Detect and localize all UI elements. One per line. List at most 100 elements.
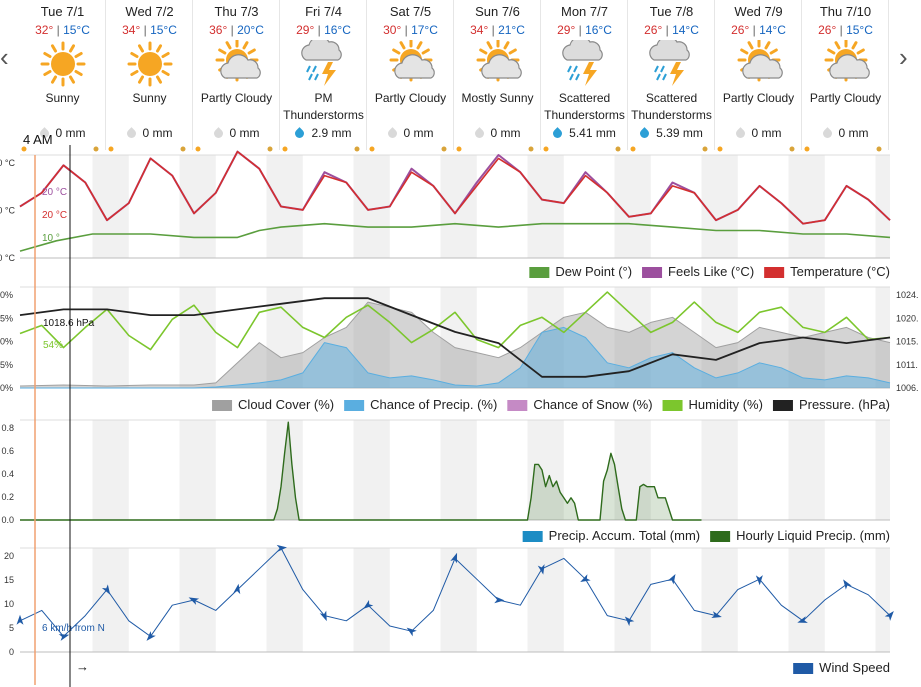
y-tick-label: 0 xyxy=(9,647,14,657)
y-tick-label: 30 °C xyxy=(0,158,15,168)
wind-direction-arrow xyxy=(755,575,763,586)
wind-direction-arrow xyxy=(843,579,852,590)
day-condition: Partly Cloudy xyxy=(368,90,453,107)
y-tick-label: 0% xyxy=(0,383,13,393)
low-temp: 15°C xyxy=(846,23,873,37)
day-column[interactable]: Tue 7/1 32° | 15°C Sunny 0 mm xyxy=(20,0,106,150)
night-band xyxy=(440,155,477,258)
y-tick-label: 0.6 xyxy=(1,446,14,456)
y-tick-label: 0.2 xyxy=(1,492,14,502)
feels-like-readout: 20 °C xyxy=(42,187,67,198)
wind-direction-arrow xyxy=(884,611,894,621)
day-column[interactable]: Tue 7/8 26° | 14°C Scattered Thunderstorm… xyxy=(629,0,715,150)
precip-amount: 2.9 mm xyxy=(311,126,352,140)
night-band xyxy=(179,420,216,520)
sunrise-marker xyxy=(543,146,549,152)
low-temp: 17°C xyxy=(411,23,438,37)
legend-swatch xyxy=(710,531,731,542)
day-condition: Partly Cloudy xyxy=(194,90,279,107)
precip-amount: 0 mm xyxy=(403,126,434,140)
day-precip: 0 mm xyxy=(107,126,192,140)
legend-swatch xyxy=(793,663,814,674)
sunset-marker xyxy=(267,146,273,152)
legend-label: Temperature (°C) xyxy=(790,264,890,279)
night-band xyxy=(179,548,216,652)
night-band xyxy=(440,548,477,652)
y-tick-label: 50% xyxy=(0,337,13,347)
day-precip: 0 mm xyxy=(368,126,453,140)
low-temp: 16°C xyxy=(324,23,351,37)
day-precip: 0 mm xyxy=(455,126,540,140)
precip-amount: 5.41 mm xyxy=(569,126,616,140)
hourly-liquid-precip-line xyxy=(20,421,702,521)
wind-direction-arrow xyxy=(537,564,545,575)
y-tick-label: 0.8 xyxy=(1,423,14,433)
condition-line: Scattered xyxy=(558,91,611,105)
wind-direction-arrow xyxy=(580,574,591,583)
sunrise-marker xyxy=(21,146,27,152)
wind-direction-arrow xyxy=(16,614,24,625)
day-column[interactable]: Wed 7/9 26° | 14°C Partly Cloudy 0 mm xyxy=(716,0,802,150)
night-band xyxy=(788,155,825,258)
sunny-icon xyxy=(124,40,176,88)
night-band xyxy=(701,420,738,520)
wind-direction-arrow xyxy=(363,599,374,609)
legend-swatch xyxy=(764,267,785,278)
day-condition: PM Thunderstorms xyxy=(281,90,366,124)
cursor-arrow-icon: → xyxy=(76,659,89,674)
legend-label: Cloud Cover (%) xyxy=(238,397,334,412)
partly-cloudy-icon xyxy=(472,38,524,88)
cursor-time-label: 4 AM xyxy=(23,132,53,147)
day-precip: 5.41 mm xyxy=(542,126,627,140)
day-condition: Mostly Sunny xyxy=(455,90,540,107)
day-column[interactable]: Sat 7/5 30° | 17°C Partly Cloudy 0 mm xyxy=(368,0,454,150)
wind-direction-arrow xyxy=(58,634,70,641)
day-column[interactable]: Sun 7/6 34° | 21°C Mostly Sunny 0 mm xyxy=(455,0,541,150)
y-tick-label: 10 xyxy=(4,599,14,609)
y-tick-label: 1024. xyxy=(896,290,919,300)
day-condition: Partly Cloudy xyxy=(716,90,801,107)
day-column[interactable]: Mon 7/7 29° | 16°C Scattered Thunderstorm… xyxy=(542,0,628,150)
day-precip: 0 mm xyxy=(194,126,279,140)
sunrise-marker xyxy=(195,146,201,152)
sunset-marker xyxy=(93,146,99,152)
day-temps: 29° | 16°C xyxy=(296,23,351,37)
day-temps: 34° | 15°C xyxy=(122,23,177,37)
day-precip: 0 mm xyxy=(20,126,105,140)
previous-days-button[interactable]: ‹ xyxy=(0,42,9,72)
day-date: Tue 7/8 xyxy=(649,4,694,19)
thunderstorm-icon xyxy=(298,36,350,88)
y-tick-label: 5 xyxy=(9,623,14,633)
day-temps: 26° | 14°C xyxy=(731,23,786,37)
condition-line: Partly Cloudy xyxy=(809,91,882,105)
low-temp: 21°C xyxy=(498,23,525,37)
precip-amount: 0 mm xyxy=(490,126,521,140)
high-temp: 30° xyxy=(383,23,402,37)
wind-direction-arrow xyxy=(146,631,156,641)
night-band xyxy=(92,420,129,520)
thunderstorm-icon xyxy=(646,36,698,88)
sunrise-marker xyxy=(717,146,723,152)
day-column[interactable]: Wed 7/2 34° | 15°C Sunny 0 mm xyxy=(107,0,193,150)
precip-amount: 0 mm xyxy=(229,126,260,140)
next-days-button[interactable]: › xyxy=(899,42,908,72)
high-temp: 26° xyxy=(818,23,837,37)
day-column[interactable]: Thu 7/10 26° | 15°C Partly Cloudy 0 mm xyxy=(803,0,889,150)
sunrise-marker xyxy=(630,146,636,152)
y-tick-label: 1020. xyxy=(896,313,919,323)
y-tick-label: 20 xyxy=(4,551,14,561)
day-column[interactable]: Thu 7/3 36° | 20°C Partly Cloudy 0 mm xyxy=(194,0,280,150)
night-band xyxy=(527,548,564,652)
humidity-readout: 54% xyxy=(43,340,63,351)
low-temp: 15°C xyxy=(150,23,177,37)
day-column[interactable]: Fri 7/4 29° | 16°C PM Thunderstorms 2.9 m… xyxy=(281,0,367,150)
day-date: Wed 7/9 xyxy=(734,4,783,19)
cloud-cover-line xyxy=(19,301,891,387)
sunset-marker xyxy=(180,146,186,152)
night-band xyxy=(92,287,129,388)
partly-cloudy-icon xyxy=(820,38,872,88)
night-band xyxy=(527,155,564,258)
night-band xyxy=(701,155,738,258)
condition-line: Thunderstorms xyxy=(631,108,712,122)
